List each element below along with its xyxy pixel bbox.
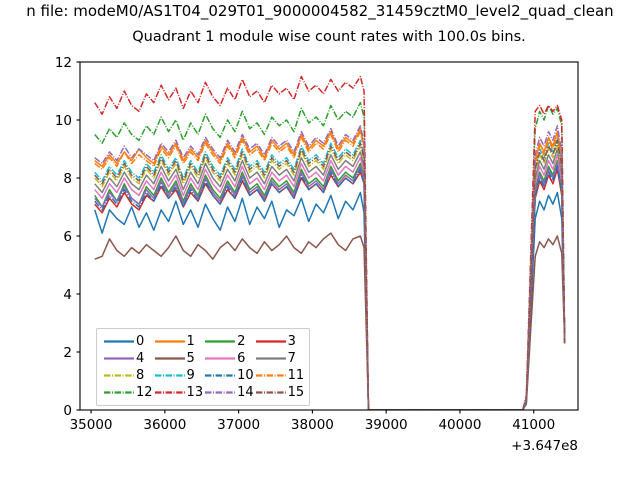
y-tick-label: 10: [55, 113, 72, 129]
x-tick-label: 41000: [512, 417, 555, 433]
legend-row: 8 9 10 11: [102, 367, 304, 384]
x-tick-label: 40000: [438, 417, 481, 433]
legend-row: 0 1 2 3: [102, 333, 304, 350]
y-tick-label: 4: [63, 287, 72, 303]
legend-swatch-9: [153, 367, 187, 384]
legend-row: 4 5 6 7: [102, 350, 304, 367]
legend-label-5: 5: [186, 351, 195, 366]
series-group: [94, 75, 566, 410]
legend-row: 12 13 14 15: [102, 384, 304, 401]
x-axis-ticks: 35000 36000 37000 38000 39000 40000 41000: [70, 410, 555, 433]
figure-suptitle: n file: modeM0/AS1T04_029T01_9000004582_…: [26, 2, 614, 20]
legend-swatch-10: [203, 367, 237, 384]
legend-label-6: 6: [237, 351, 246, 366]
x-axis-offset-label: +3.647e8: [511, 438, 578, 454]
series-line-12: [94, 101, 566, 410]
legend-swatch-13: [153, 384, 187, 401]
legend-swatch-8: [102, 367, 136, 384]
x-tick-label: 35000: [70, 417, 113, 433]
y-tick-label: 6: [63, 229, 72, 245]
legend-label-10: 10: [237, 368, 254, 383]
y-tick-label: 0: [63, 403, 72, 419]
legend-label-2: 2: [237, 334, 246, 349]
legend-swatch-2: [203, 333, 237, 350]
legend-label-0: 0: [136, 334, 145, 349]
legend-swatch-0: [102, 333, 136, 350]
plot-title: Quadrant 1 module wise count rates with …: [132, 29, 526, 45]
legend-label-3: 3: [287, 334, 296, 349]
legend-label-9: 9: [186, 368, 195, 383]
legend-label-8: 8: [136, 368, 145, 383]
legend-swatch-11: [254, 367, 288, 384]
legend-label-15: 15: [287, 385, 305, 400]
legend-label-4: 4: [136, 351, 145, 366]
legend-label-7: 7: [287, 351, 296, 366]
legend-swatch-6: [203, 350, 237, 367]
y-axis-ticks: 0 2 4 6 8 10 12: [55, 55, 80, 419]
x-tick-label: 37000: [217, 417, 260, 433]
x-tick-label: 38000: [291, 417, 334, 433]
legend-swatch-15: [254, 384, 288, 401]
legend-label-14: 14: [237, 385, 254, 400]
legend-label-12: 12: [136, 385, 153, 400]
legend-swatch-3: [254, 333, 288, 350]
legend-swatch-14: [203, 384, 237, 401]
legend[interactable]: 0 1 2 3 4 5 6 7 8 9 10 11 12 13 14 15: [96, 328, 311, 406]
legend-swatch-1: [153, 333, 187, 350]
series-line-15: [94, 139, 566, 410]
legend-swatch-5: [153, 350, 187, 367]
legend-table: 0 1 2 3 4 5 6 7 8 9 10 11 12 13 14 15: [102, 333, 304, 401]
legend-label-11: 11: [287, 368, 305, 383]
x-tick-label: 39000: [365, 417, 408, 433]
legend-swatch-4: [102, 350, 136, 367]
series-line-5: [94, 232, 566, 410]
legend-label-13: 13: [186, 385, 204, 400]
legend-label-1: 1: [186, 334, 195, 349]
y-tick-label: 8: [63, 171, 72, 187]
legend-swatch-7: [254, 350, 288, 367]
legend-swatch-12: [102, 384, 136, 401]
y-tick-label: 2: [63, 345, 72, 361]
y-tick-label: 12: [55, 55, 72, 71]
x-tick-label: 36000: [143, 417, 186, 433]
series-line-14: [94, 125, 566, 410]
